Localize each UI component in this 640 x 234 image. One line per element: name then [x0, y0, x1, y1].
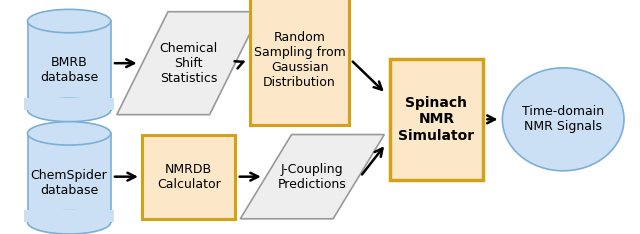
Text: Random
Sampling from
Gaussian
Distribution: Random Sampling from Gaussian Distributi…: [253, 31, 346, 89]
FancyBboxPatch shape: [24, 98, 114, 110]
Text: NMRDB
Calculator: NMRDB Calculator: [157, 163, 221, 191]
Text: Time-domain
NMR Signals: Time-domain NMR Signals: [522, 105, 604, 133]
FancyBboxPatch shape: [28, 133, 111, 222]
Ellipse shape: [502, 68, 624, 171]
FancyBboxPatch shape: [142, 135, 235, 219]
Ellipse shape: [28, 98, 111, 122]
FancyBboxPatch shape: [24, 210, 114, 222]
Ellipse shape: [28, 9, 111, 33]
Text: ChemSpider
database: ChemSpider database: [31, 168, 108, 197]
Text: J-Coupling
Predictions: J-Coupling Predictions: [278, 163, 347, 191]
Text: BMRB
database: BMRB database: [40, 56, 99, 84]
Ellipse shape: [28, 211, 111, 234]
Polygon shape: [241, 135, 385, 219]
Text: Spinach
NMR
Simulator: Spinach NMR Simulator: [399, 96, 474, 143]
FancyBboxPatch shape: [250, 0, 349, 125]
FancyBboxPatch shape: [390, 58, 483, 180]
Polygon shape: [116, 12, 261, 115]
FancyBboxPatch shape: [28, 21, 111, 110]
Ellipse shape: [28, 122, 111, 145]
Text: Chemical
Shift
Statistics: Chemical Shift Statistics: [159, 42, 218, 85]
